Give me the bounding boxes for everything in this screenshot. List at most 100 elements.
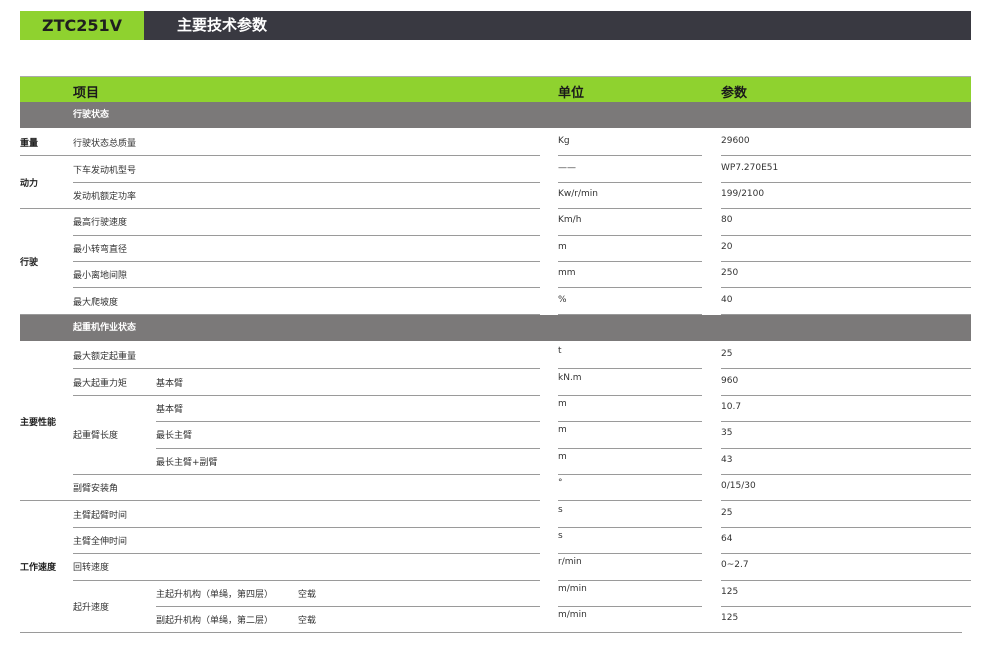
unit-divider [558, 395, 702, 396]
value-divider [721, 314, 971, 315]
row-item: 最小转弯直径 [73, 244, 128, 255]
row-divider [20, 155, 540, 156]
section-band: 起重机作业状态 [20, 315, 971, 341]
row-unit: kN.m [558, 372, 582, 383]
value-divider [721, 235, 971, 236]
unit-divider [558, 368, 702, 369]
row-value: WP7.270E51 [721, 162, 779, 173]
row-unit: s [558, 531, 563, 541]
row-divider [73, 474, 540, 475]
row-value: 35 [721, 428, 733, 439]
row-unit: Km/h [558, 215, 582, 226]
row-item: 最大爬坡度 [73, 297, 119, 308]
row-divider [73, 527, 540, 528]
row-divider [156, 606, 540, 607]
value-divider [721, 368, 971, 369]
row-item: 回转速度 [73, 563, 110, 574]
row-divider [156, 421, 540, 422]
row-item: 最大额定起重量 [73, 352, 137, 363]
column-header-value: 参数 [721, 86, 748, 101]
row-unit: m/min [558, 610, 587, 621]
row-item: 行驶状态总质量 [73, 139, 137, 150]
value-divider [721, 395, 971, 396]
row-value: 10.7 [721, 402, 742, 412]
row-subitem: 最长主臂 [156, 431, 193, 442]
unit-divider [558, 235, 702, 236]
unit-divider [558, 182, 702, 183]
unit-divider [558, 500, 702, 501]
unit-divider [558, 314, 702, 315]
row-value: 64 [721, 534, 733, 544]
row-value: 250 [721, 268, 739, 279]
row-unit: % [558, 294, 567, 305]
row-unit: m [558, 425, 567, 436]
unit-divider [558, 606, 702, 607]
row-divider [73, 182, 540, 183]
row-unit: r/min [558, 557, 582, 568]
value-divider [721, 287, 971, 288]
unit-divider [558, 474, 702, 475]
column-header-unit: 单位 [558, 86, 585, 101]
row-unit: —— [558, 162, 576, 173]
row-subitem: 基本臂 [156, 378, 184, 389]
row-subitem: 主起升机构（单绳，第四层） [156, 589, 274, 600]
row-unit: ° [558, 478, 563, 489]
row-unit: Kw/r/min [558, 189, 598, 199]
unit-divider [558, 421, 702, 422]
row-unit: mm [558, 268, 576, 279]
row-value: 80 [721, 215, 733, 226]
unit-divider [558, 580, 702, 581]
row-item: 最小离地间隙 [73, 271, 128, 282]
row-divider [73, 368, 540, 369]
row-item: 起升速度 [73, 603, 110, 613]
row-divider [73, 395, 540, 396]
row-unit: Kg [558, 136, 570, 147]
row-value: 960 [721, 375, 739, 386]
row-unit: m/min [558, 583, 587, 594]
row-value: 25 [721, 507, 733, 518]
row-divider [20, 208, 540, 209]
row-subitem: 最长主臂+副臂 [156, 457, 218, 468]
group-label: 主要性能 [20, 418, 57, 429]
value-divider [721, 527, 971, 528]
row-item: 主臂全伸时间 [73, 537, 128, 547]
unit-divider [558, 261, 702, 262]
table-header: 项目 单位 参数 [20, 76, 971, 102]
row-item: 最大起重力矩 [73, 378, 128, 389]
page-title: 主要技术参数 [144, 11, 971, 40]
row-subitem: 副起升机构（单绳，第二层） [156, 616, 274, 627]
value-divider [721, 500, 971, 501]
value-divider [721, 208, 971, 209]
group-label: 动力 [20, 178, 39, 189]
group-label: 行驶 [20, 258, 39, 268]
row-item: 主臂起臂时间 [73, 510, 128, 521]
row-unit: m [558, 399, 567, 409]
section-title: 行驶状态 [73, 110, 110, 120]
table-bottom-line [20, 632, 962, 633]
row-item: 起重臂长度 [73, 431, 119, 442]
value-divider [721, 182, 971, 183]
row-divider [156, 448, 540, 449]
group-label: 工作速度 [20, 563, 57, 574]
row-unit: m [558, 451, 567, 462]
row-item: 下车发动机型号 [73, 165, 137, 176]
value-divider [721, 155, 971, 156]
row-value: 20 [721, 241, 733, 252]
row-subitem: 基本臂 [156, 405, 184, 415]
row-value: 125 [721, 613, 739, 624]
unit-divider [558, 155, 702, 156]
row-condition: 空载 [298, 589, 317, 600]
unit-divider [558, 208, 702, 209]
row-unit: t [558, 346, 562, 357]
value-divider [721, 606, 971, 607]
column-header-item: 项目 [73, 86, 100, 101]
row-unit: m [558, 241, 567, 252]
row-value: 199/2100 [721, 189, 765, 199]
row-divider [20, 500, 540, 501]
value-divider [721, 448, 971, 449]
row-item: 发动机额定功率 [73, 192, 137, 202]
model-label: ZTC251V [20, 11, 144, 40]
section-band: 行驶状态 [20, 102, 971, 128]
row-divider [73, 261, 540, 262]
